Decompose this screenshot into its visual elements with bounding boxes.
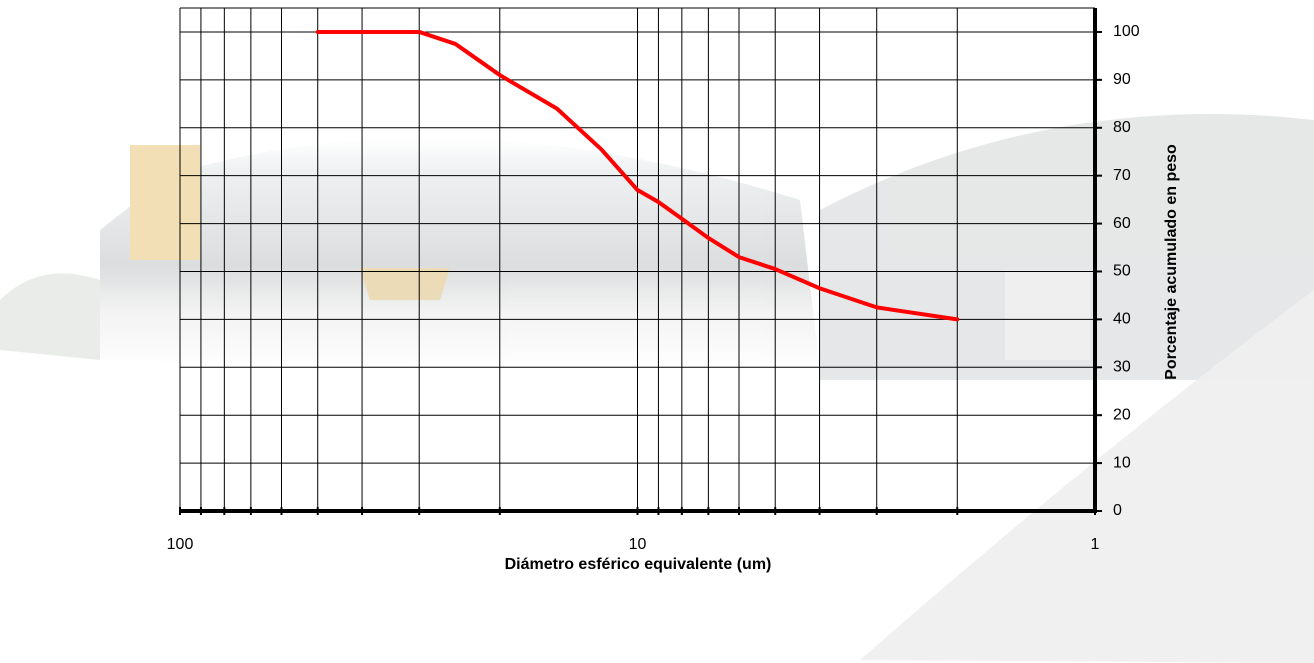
y-tick-label: 40 [1113,311,1131,328]
marks [315,29,960,322]
y-tick-label: 100 [1113,23,1140,40]
grid: 0 10 20 30 40 50 60 70 80 90 100 100 10 1 [167,7,1140,553]
y-tick-label: 80 [1113,119,1131,136]
y-tick-label: 70 [1113,167,1131,184]
y-tick-label: 20 [1113,406,1131,423]
data-line [315,29,960,322]
y-tick-label: 90 [1113,71,1131,88]
y-tick-label: 10 [1113,454,1131,471]
y-tick-label: 30 [1113,359,1131,376]
y-tick-label: 0 [1113,502,1122,519]
y-axis-label: Porcentaje acumulado en peso [1163,144,1180,380]
x-tick-label: 100 [167,536,194,553]
x-axis-label: Diámetro esférico equivalente (um) [505,556,772,573]
background-photo [0,114,1314,663]
x-tick-label: 10 [629,536,647,553]
x-tick-label: 1 [1091,536,1100,553]
y-tick-label: 50 [1113,263,1131,280]
y-tick-label: 60 [1113,215,1131,232]
